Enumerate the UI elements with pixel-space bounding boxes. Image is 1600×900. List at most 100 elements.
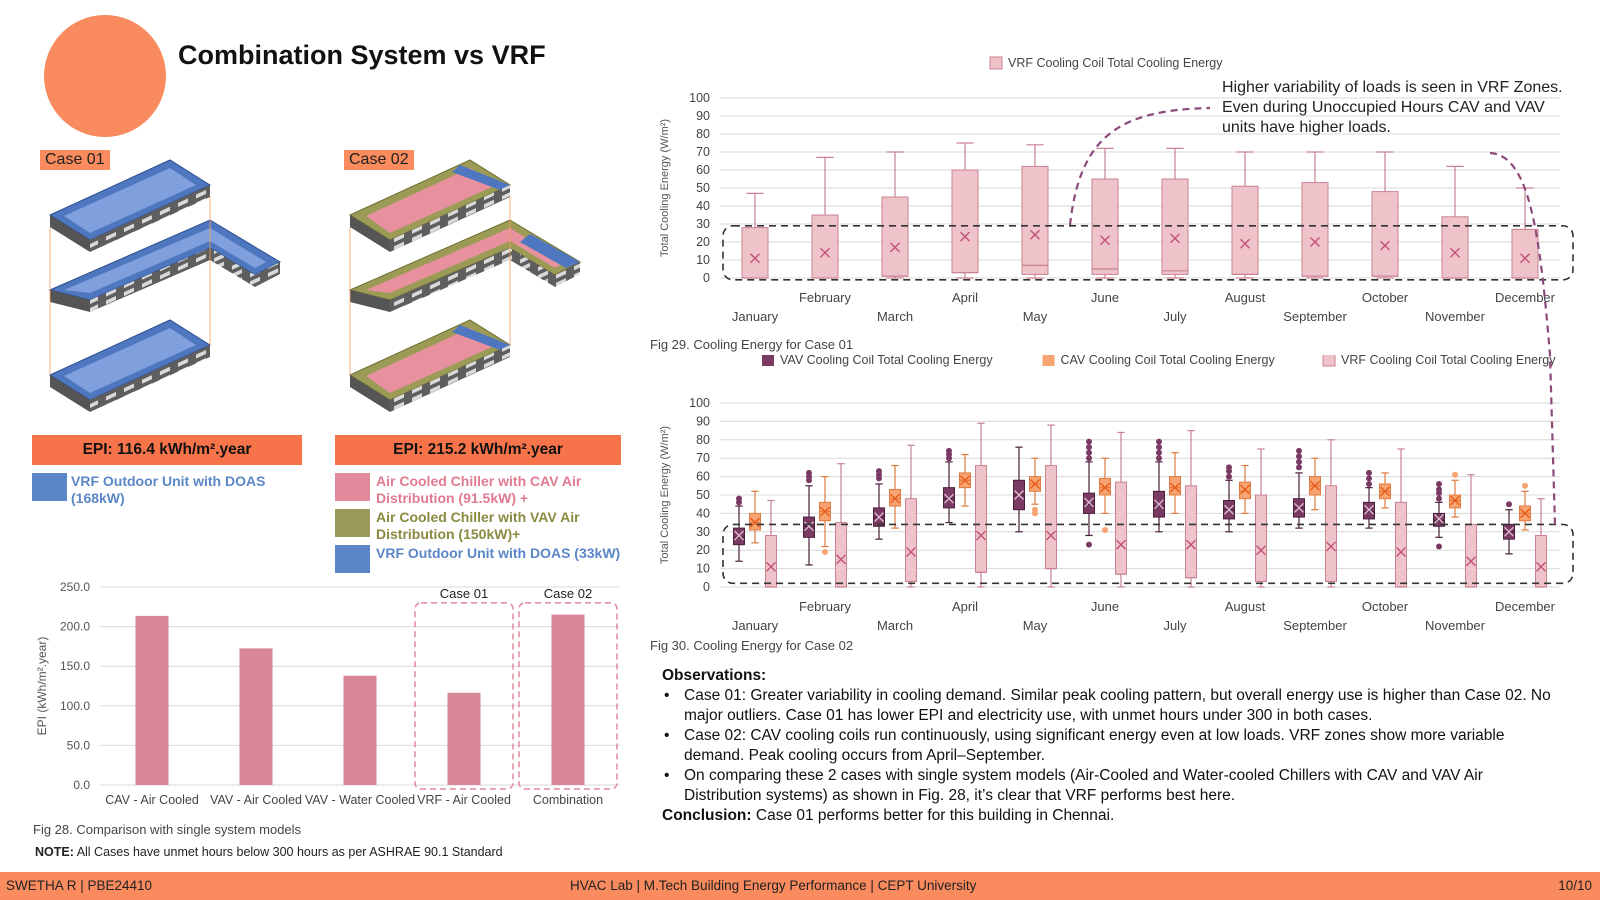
box-vav	[1223, 464, 1235, 533]
case02-legend-text-vav: Air Cooled Chiller with VAV Air Distribu…	[376, 509, 580, 542]
box-vrf	[1231, 151, 1259, 279]
mean-marker	[750, 253, 760, 264]
mean-marker	[1380, 486, 1390, 497]
x-tick-label: Combination	[533, 793, 603, 807]
x-tick-label: July	[1163, 309, 1187, 324]
x-tick-label: October	[1362, 599, 1409, 614]
mean-marker	[1450, 495, 1460, 506]
y-axis-label: Total Cooling Energy (W/m²)	[659, 426, 671, 564]
mean-marker	[1256, 545, 1266, 556]
x-tick-label: VAV - Air Cooled	[210, 793, 302, 807]
mean-marker	[820, 247, 830, 258]
highlight-label: Case 01	[440, 586, 488, 601]
box-vav	[803, 469, 815, 566]
outlier-point	[1156, 444, 1162, 451]
mean-marker	[1084, 497, 1094, 508]
y-tick-label: 10	[696, 253, 710, 267]
box-vav	[873, 468, 885, 540]
footer: SWETHA R | PBE24410 HVAC Lab | M.Tech Bu…	[0, 872, 1600, 900]
mean-marker	[1154, 499, 1164, 510]
y-tick-label: 250.0	[60, 580, 90, 594]
case02-building	[348, 159, 582, 412]
outlier-point	[736, 495, 742, 502]
building-diagrams	[48, 159, 582, 412]
mean-marker	[1100, 482, 1110, 493]
y-tick-label: 70	[696, 145, 710, 159]
y-tick-label: 40	[696, 199, 710, 213]
case02-legend-item-vrf: VRF Outdoor Unit with DOAS (33kW)	[335, 545, 636, 573]
case01-building	[48, 159, 282, 412]
box-vrf	[1115, 431, 1127, 588]
x-tick-label: May	[1023, 618, 1048, 633]
mean-marker	[820, 506, 830, 517]
legend-swatch	[762, 355, 774, 366]
outlier-point	[1086, 449, 1092, 456]
low-load-band	[722, 225, 1574, 281]
observations-list: Case 01: Greater variability in cooling …	[662, 686, 1562, 806]
y-tick-label: 100.0	[60, 699, 90, 713]
box-vrf	[1325, 439, 1337, 588]
box-vrf	[1301, 151, 1329, 279]
x-tick-label: April	[952, 599, 978, 614]
mean-marker	[1536, 561, 1546, 572]
conclusion-label: Conclusion:	[662, 807, 752, 824]
y-tick-label: 0	[703, 271, 710, 285]
mean-marker	[1520, 508, 1530, 519]
mean-marker	[766, 561, 776, 572]
mean-marker	[1380, 240, 1390, 251]
outlier-point	[1296, 453, 1302, 460]
outlier-point	[1102, 526, 1108, 533]
legend-swatch	[1042, 355, 1055, 366]
x-tick-label: VAV - Water Cooled	[305, 793, 415, 807]
outlier-point	[1086, 455, 1092, 462]
note-text: All Cases have unmet hours below 300 hou…	[76, 845, 503, 859]
box	[1045, 465, 1057, 570]
bar	[239, 648, 273, 785]
y-axis-label: Total Cooling Energy (W/m²)	[659, 119, 671, 257]
highlight-label: Case 02	[544, 586, 592, 601]
box-vav	[1293, 447, 1305, 529]
outlier-point	[822, 549, 828, 556]
y-tick-label: 40	[696, 506, 710, 520]
y-tick-label: 200.0	[60, 620, 90, 634]
mean-marker	[1450, 247, 1460, 258]
case02-legend-swatch-vrf	[335, 545, 370, 573]
y-tick-label: 30	[696, 525, 710, 539]
mean-marker	[1520, 253, 1530, 264]
case02-legend-item-vav: Air Cooled Chiller with VAV Air Distribu…	[335, 509, 636, 545]
box	[1535, 534, 1547, 588]
x-tick-label: April	[952, 290, 978, 305]
chart-legend: VAV Cooling Coil Total Cooling Energy CAV…	[762, 355, 1556, 367]
box-vrf	[765, 499, 777, 588]
chart-legend: VRF Cooling Coil Total Cooling Energy	[989, 56, 1223, 70]
case01-legend-text: VRF Outdoor Unit with DOAS (168kW)	[71, 473, 266, 506]
mean-marker	[1310, 237, 1320, 247]
footer-page-number: 10/10	[1558, 878, 1592, 893]
x-tick-label: December	[1495, 290, 1556, 305]
box-cav	[1239, 464, 1251, 514]
mean-marker	[1294, 502, 1304, 513]
highlight-box	[518, 602, 618, 790]
mean-marker	[1466, 556, 1476, 567]
outlier-point	[1086, 541, 1092, 548]
legend-label: VAV Cooling Coil Total Cooling Energy	[780, 355, 993, 367]
case02-legend-text-vrf: VRF Outdoor Unit with DOAS (33kW)	[376, 545, 621, 561]
box	[741, 227, 769, 279]
mean-marker	[750, 517, 760, 528]
fig30-box-chart: 0 10 20 30 40 50 60 70 80 90 100 Total Cooling Ener…	[659, 355, 1574, 633]
mean-marker	[1240, 484, 1250, 495]
box-cav	[749, 490, 761, 544]
box-cav	[1519, 482, 1531, 531]
box	[1231, 185, 1259, 275]
outlier-point	[1296, 464, 1302, 471]
mean-marker	[1434, 513, 1444, 524]
mean-marker	[874, 512, 884, 523]
legend-label: VRF Cooling Coil Total Cooling Energy	[1008, 56, 1223, 70]
annotation-arrows	[1068, 106, 1557, 526]
outlier-point	[1296, 458, 1302, 465]
mean-marker	[1046, 530, 1056, 541]
mean-marker	[1170, 233, 1180, 244]
low-load-band	[722, 523, 1574, 585]
box-vav	[1013, 446, 1025, 533]
box-vrf	[811, 156, 839, 279]
